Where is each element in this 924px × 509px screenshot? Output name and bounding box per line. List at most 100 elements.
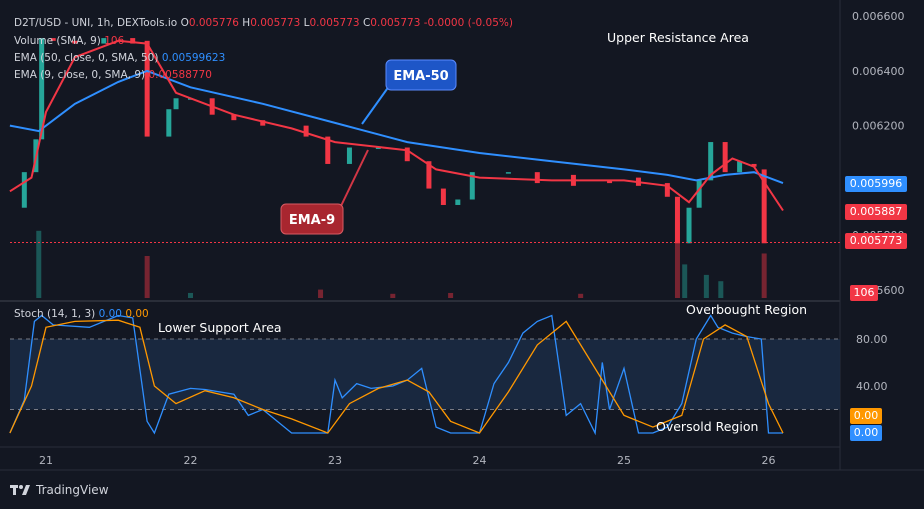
ema50-legend: EMA (50, close, 0, SMA, 50) 0.00599623 bbox=[14, 52, 225, 64]
ema9-callout-label: EMA-9 bbox=[289, 213, 335, 228]
candle bbox=[72, 40, 78, 44]
stoch-label: Stoch (14, 1, 3) bbox=[14, 308, 96, 320]
time-tick-label: 21 bbox=[39, 454, 53, 467]
ema50-label: EMA (50, close, 0, SMA, 50) bbox=[14, 52, 159, 64]
pair-label: D2T/USD - UNI, 1h, DEXTools.io bbox=[14, 17, 178, 29]
time-tick-label: 25 bbox=[617, 454, 631, 467]
footer: TradingView bbox=[10, 483, 109, 497]
ema50-callout: EMA-50 bbox=[361, 59, 457, 125]
high-label: H bbox=[242, 17, 251, 29]
candle bbox=[722, 142, 728, 173]
stoch-legend: Stoch (14, 1, 3) 0.00 0.00 bbox=[14, 308, 149, 320]
candle bbox=[130, 38, 136, 44]
ema9-price-tag: 0.005887 bbox=[845, 204, 907, 220]
ohlc-legend: D2T/USD - UNI, 1h, DEXTools.io O0.005776… bbox=[14, 17, 513, 29]
stoch-k-tag: 0.00 bbox=[850, 425, 882, 441]
time-tick-label: 23 bbox=[328, 454, 342, 467]
ema9-callout: EMA-9 bbox=[280, 149, 369, 235]
volume-label: Volume (SMA, 9) bbox=[14, 35, 101, 47]
candle bbox=[737, 161, 743, 173]
volume-bar bbox=[188, 292, 193, 298]
candle bbox=[303, 125, 309, 137]
candle bbox=[101, 38, 107, 44]
candle bbox=[469, 172, 475, 200]
ema9-label: EMA (9, close, 0, SMA, 9) bbox=[14, 69, 146, 81]
last-price-tag: 0.005773 bbox=[845, 233, 907, 249]
volume-bar bbox=[718, 281, 724, 298]
candle bbox=[708, 142, 714, 181]
candle bbox=[440, 188, 446, 205]
candle bbox=[325, 136, 331, 164]
volume-bar bbox=[144, 256, 150, 298]
close-value: 0.005773 bbox=[370, 17, 421, 29]
candle bbox=[426, 161, 432, 189]
price-tick-label: 0.006200 bbox=[852, 120, 905, 133]
stoch-d-tag: 0.00 bbox=[850, 408, 882, 424]
close-label: C bbox=[362, 17, 371, 29]
volume-tag: 106 bbox=[850, 285, 878, 301]
volume-bar bbox=[578, 293, 584, 298]
volume-bar bbox=[36, 230, 42, 298]
candle bbox=[455, 199, 461, 205]
volume-value: 106 bbox=[104, 35, 125, 47]
candle bbox=[346, 147, 352, 164]
oversold-label: Oversold Region bbox=[656, 419, 759, 434]
candle bbox=[231, 114, 237, 121]
volume-bar bbox=[703, 274, 709, 298]
candle bbox=[696, 180, 702, 208]
volume-bar bbox=[318, 289, 324, 298]
open-label: O bbox=[180, 17, 189, 29]
candle bbox=[534, 172, 540, 184]
ema50-callout-label: EMA-50 bbox=[393, 69, 448, 84]
time-tick-label: 22 bbox=[184, 454, 198, 467]
open-value: 0.005776 bbox=[188, 17, 239, 29]
candle bbox=[144, 40, 150, 137]
volume-bars bbox=[36, 222, 767, 298]
stoch-lines bbox=[9, 314, 784, 436]
candle bbox=[404, 147, 410, 162]
tradingview-logo-icon bbox=[10, 485, 30, 495]
change-value: -0.0000 (-0.05%) bbox=[423, 17, 513, 29]
stoch-d-line bbox=[9, 319, 784, 434]
candle bbox=[607, 180, 613, 184]
volume-legend: Volume (SMA, 9) 106 bbox=[14, 35, 124, 47]
candle bbox=[21, 172, 27, 208]
candle bbox=[173, 98, 179, 110]
candle bbox=[375, 147, 381, 150]
stoch-k-value: 0.00 bbox=[98, 308, 122, 320]
stoch-tick-label: 40.00 bbox=[856, 380, 888, 393]
ema50-price-tag: 0.005996 bbox=[845, 176, 907, 192]
high-value: 0.005773 bbox=[250, 17, 301, 29]
volume-bar bbox=[390, 293, 396, 298]
lower-support-label: Lower Support Area bbox=[158, 320, 282, 335]
volume-bar bbox=[674, 222, 680, 298]
candle bbox=[664, 183, 670, 197]
stoch-band bbox=[10, 339, 840, 410]
low-label: L bbox=[303, 17, 310, 29]
upper-resistance-label: Upper Resistance Area bbox=[607, 30, 749, 45]
ema9-value: 0.00588770 bbox=[148, 69, 212, 81]
candle bbox=[166, 109, 172, 137]
tradingview-brand: TradingView bbox=[36, 483, 109, 497]
candle bbox=[761, 169, 767, 244]
stoch-d-value: 0.00 bbox=[125, 308, 149, 320]
candle bbox=[39, 38, 45, 140]
low-value: 0.005773 bbox=[309, 17, 360, 29]
candle bbox=[751, 163, 757, 167]
volume-bar bbox=[448, 292, 454, 298]
candle bbox=[260, 120, 266, 126]
stoch-tick-label: 80.00 bbox=[856, 333, 888, 346]
candle bbox=[505, 172, 511, 174]
candle bbox=[686, 207, 692, 244]
ema50-line bbox=[9, 69, 784, 185]
candle bbox=[50, 38, 56, 41]
volume-bar bbox=[761, 253, 767, 298]
volume-bar bbox=[682, 264, 688, 298]
overbought-label: Overbought Region bbox=[686, 302, 808, 317]
time-tick-label: 26 bbox=[762, 454, 776, 467]
time-tick-label: 24 bbox=[473, 454, 487, 467]
price-tick-label: 0.006400 bbox=[852, 65, 905, 78]
